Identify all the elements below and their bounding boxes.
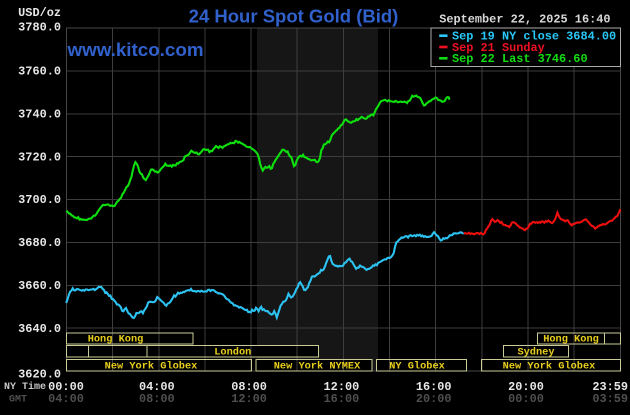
svg-text:3780.0: 3780.0 (18, 21, 61, 35)
svg-text:Hong Kong: Hong Kong (543, 334, 599, 346)
svg-text:23:59: 23:59 (592, 380, 628, 394)
svg-text:08:00: 08:00 (231, 380, 267, 394)
svg-text:00:00: 00:00 (48, 380, 84, 394)
svg-text:04:00: 04:00 (139, 380, 175, 394)
svg-text:24 Hour Spot Gold (Bid): 24 Hour Spot Gold (Bid) (189, 6, 399, 27)
svg-text:12:00: 12:00 (324, 380, 360, 394)
svg-text:GMT: GMT (9, 395, 27, 406)
svg-text:London: London (214, 347, 251, 359)
svg-text:Sydney: Sydney (517, 347, 554, 359)
svg-text:3700.0: 3700.0 (18, 193, 61, 207)
svg-text:03:59: 03:59 (592, 392, 628, 406)
svg-text:New York Globex: New York Globex (105, 361, 198, 373)
svg-text:16:00: 16:00 (324, 392, 360, 406)
svg-text:08:00: 08:00 (139, 392, 175, 406)
svg-text:Hong Kong: Hong Kong (88, 334, 144, 346)
svg-text:12:00: 12:00 (231, 392, 267, 406)
svg-text:3620.0: 3620.0 (18, 368, 61, 382)
svg-text:20:00: 20:00 (508, 380, 544, 394)
svg-text:Sep 22 Last 3746.60: Sep 22 Last 3746.60 (452, 52, 588, 66)
svg-text:New York Globex: New York Globex (503, 361, 596, 373)
svg-text:www.kitco.com: www.kitco.com (67, 39, 204, 60)
svg-text:3720.0: 3720.0 (18, 150, 61, 164)
svg-text:September 22, 2025 16:40: September 22, 2025 16:40 (439, 13, 610, 27)
svg-text:Sep 19 NY close 3684.00: Sep 19 NY close 3684.00 (452, 30, 616, 44)
svg-text:USD/oz: USD/oz (18, 6, 61, 20)
svg-text:04:00: 04:00 (48, 392, 84, 406)
svg-text:3760.0: 3760.0 (18, 65, 61, 79)
svg-text:3740.0: 3740.0 (18, 108, 61, 122)
svg-text:New York NYMEX: New York NYMEX (274, 361, 361, 373)
svg-text:20:00: 20:00 (416, 392, 452, 406)
svg-text:Sep 21 Sunday: Sep 21 Sunday (452, 41, 545, 55)
svg-text:NY Time: NY Time (4, 381, 46, 393)
svg-text:NY Globex: NY Globex (389, 361, 445, 373)
svg-text:00:00: 00:00 (508, 392, 544, 406)
svg-text:16:00: 16:00 (416, 380, 452, 394)
svg-text:3680.0: 3680.0 (18, 236, 61, 250)
svg-text:3640.0: 3640.0 (18, 322, 61, 336)
svg-text:3660.0: 3660.0 (18, 279, 61, 293)
